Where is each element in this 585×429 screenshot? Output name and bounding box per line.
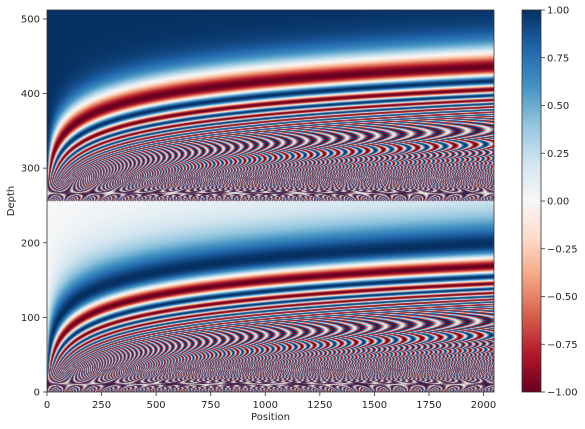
y-tick-label: 300 <box>21 164 40 175</box>
y-tick-label: 500 <box>21 14 40 25</box>
colorbar-tick-label: −1.00 <box>547 388 578 399</box>
x-tick-label: 1250 <box>307 400 332 411</box>
heatmap-canvas <box>47 10 494 392</box>
colorbar-tick-label: 0.75 <box>547 53 569 64</box>
heatmap-image-holder <box>47 10 494 392</box>
y-tick-label: 100 <box>21 313 40 324</box>
colorbar-tick-label: −0.75 <box>547 340 578 351</box>
x-tick-label: 1750 <box>416 400 441 411</box>
x-tick-label: 2000 <box>471 400 496 411</box>
x-axis-label: Position <box>251 412 290 423</box>
colorbar: 1.00 0.75 0.50 0.25 0.00 −0.25 −0.50 −0.75 −1.00 <box>521 6 578 399</box>
y-tick-label: 0 <box>34 388 40 399</box>
y-axis: 0 100 200 300 400 500 <box>21 14 47 399</box>
y-axis-label: Depth <box>6 186 17 216</box>
colorbar-tick-label: 0.25 <box>547 149 569 160</box>
colorbar-gradient <box>522 10 541 392</box>
x-tick-label: 1000 <box>253 400 278 411</box>
colorbar-tick-label: −0.25 <box>547 244 578 255</box>
x-tick-label: 1500 <box>362 400 387 411</box>
plot-frame <box>46 9 495 393</box>
colorbar-ticks: 1.00 0.75 0.50 0.25 0.00 −0.25 −0.50 −0.75 −1.00 <box>541 6 578 399</box>
x-tick-label: 0 <box>44 400 50 411</box>
x-axis: 0 250 500 750 1000 1250 1500 1750 2000 <box>44 392 496 411</box>
y-tick-label: 400 <box>21 89 40 100</box>
colorbar-tick-label: 1.00 <box>547 6 569 17</box>
heatmap-plot <box>46 9 495 393</box>
colorbar-tick-label: 0.00 <box>547 197 569 208</box>
colorbar-tick-label: 0.50 <box>547 101 569 112</box>
y-tick-label: 200 <box>21 238 40 249</box>
x-tick-label: 750 <box>201 400 220 411</box>
colorbar-tick-label: −0.50 <box>547 292 578 303</box>
x-tick-label: 500 <box>147 400 166 411</box>
x-tick-label: 250 <box>92 400 111 411</box>
